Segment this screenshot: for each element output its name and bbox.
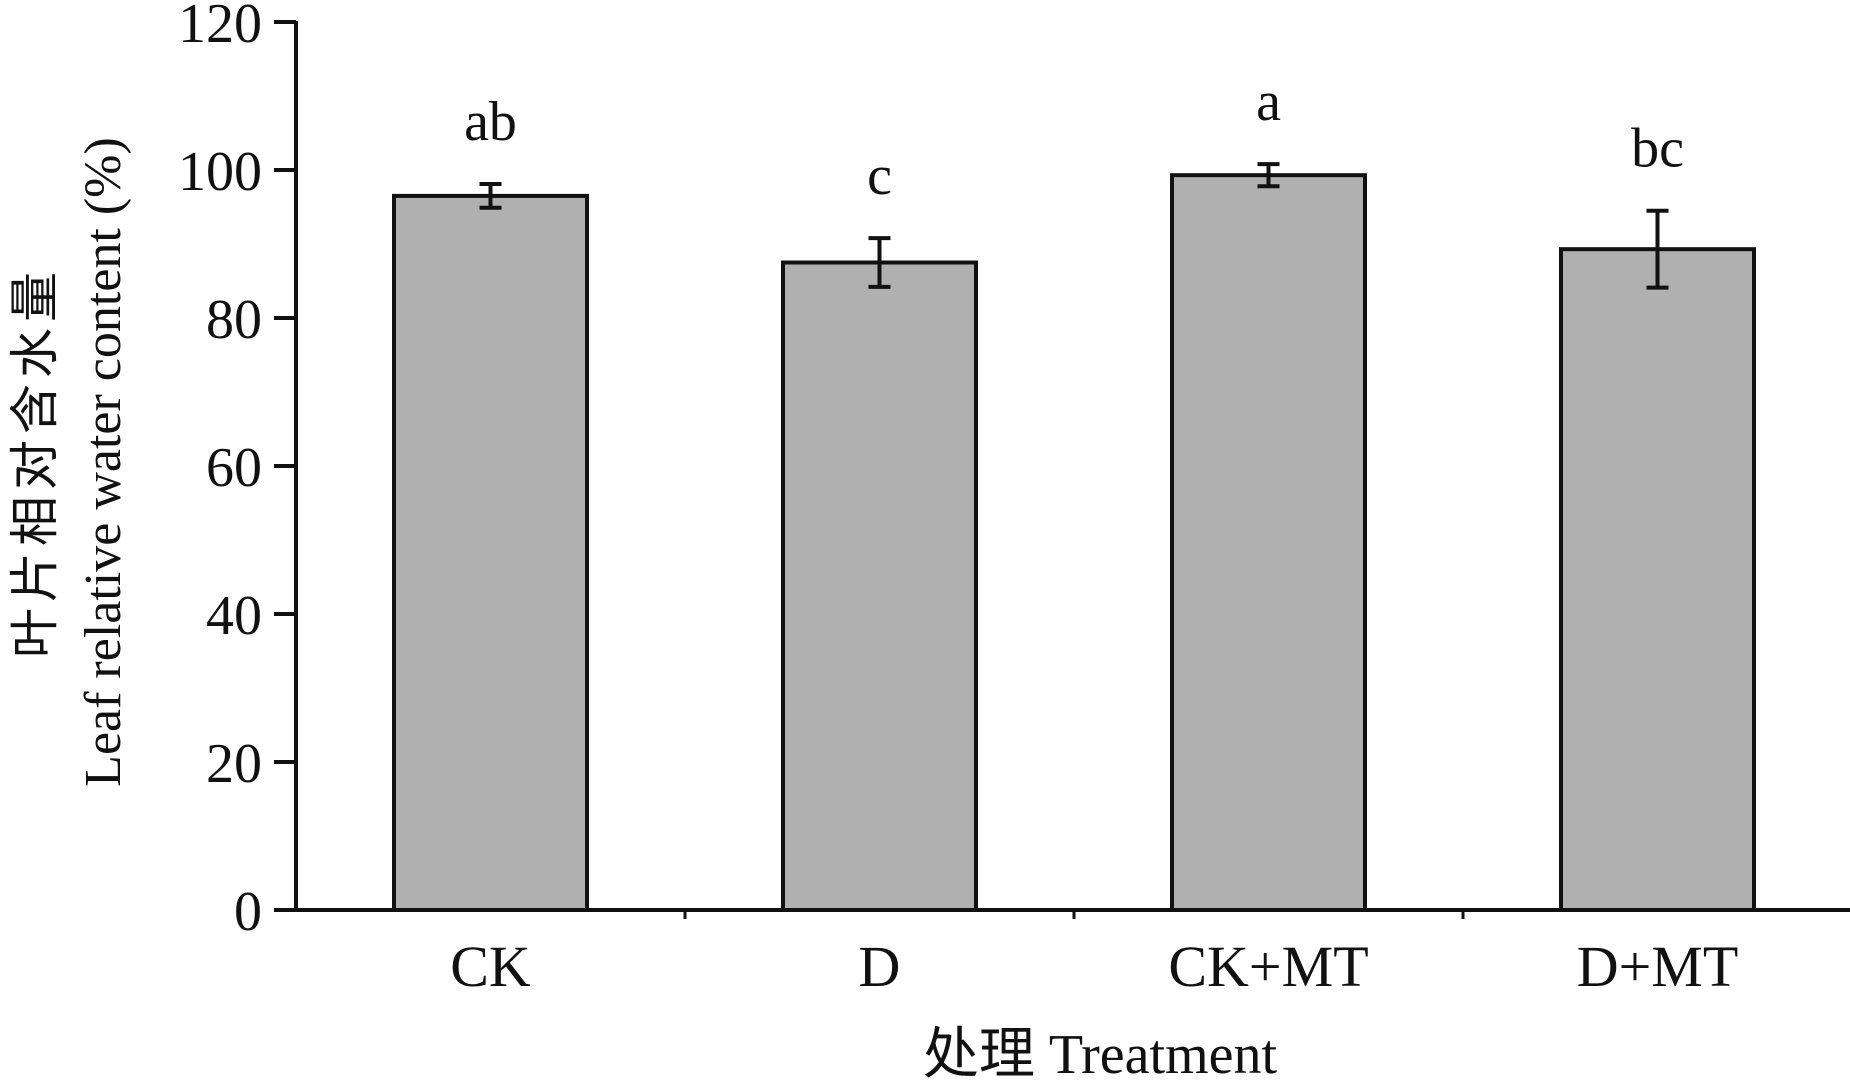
bar-d (781, 260, 978, 912)
y-tick-label: 60 (206, 437, 262, 499)
significance-label: bc (1631, 118, 1684, 180)
y-axis-title-chinese: 叶片相对含水量 (7, 266, 63, 658)
significance-label: a (1256, 71, 1281, 133)
y-tick-label: 40 (206, 585, 262, 647)
bar-ck-plus-mt (1170, 173, 1367, 912)
bar-d-plus-mt (1559, 247, 1756, 912)
x-tick-label: D (859, 934, 901, 999)
y-tick-label: 0 (234, 881, 262, 943)
y-axis-title-english: Leaf relative water content (%) (75, 137, 132, 787)
significance-label: ab (464, 91, 517, 153)
x-tick-label: CK+MT (1168, 934, 1368, 999)
y-ticks: 0 20 40 60 80 100 120 (178, 0, 296, 943)
x-axis-title: 处理 Treatment (923, 1024, 1278, 1083)
y-tick-label: 20 (206, 733, 262, 795)
x-tick-label: D+MT (1577, 934, 1739, 999)
y-axis-title: 叶片相对含水量 Leaf relative water content (%) (7, 137, 132, 787)
bars (392, 173, 1756, 912)
y-tick-label: 100 (178, 141, 262, 203)
y-tick-label: 120 (178, 0, 262, 55)
bar-ck (392, 193, 589, 912)
x-tick-labels: CK D CK+MT D+MT (450, 934, 1738, 999)
x-tick-label: CK (450, 934, 531, 999)
y-tick-label: 80 (206, 289, 262, 351)
error-bars (479, 162, 1669, 290)
significance-label: c (867, 145, 892, 207)
